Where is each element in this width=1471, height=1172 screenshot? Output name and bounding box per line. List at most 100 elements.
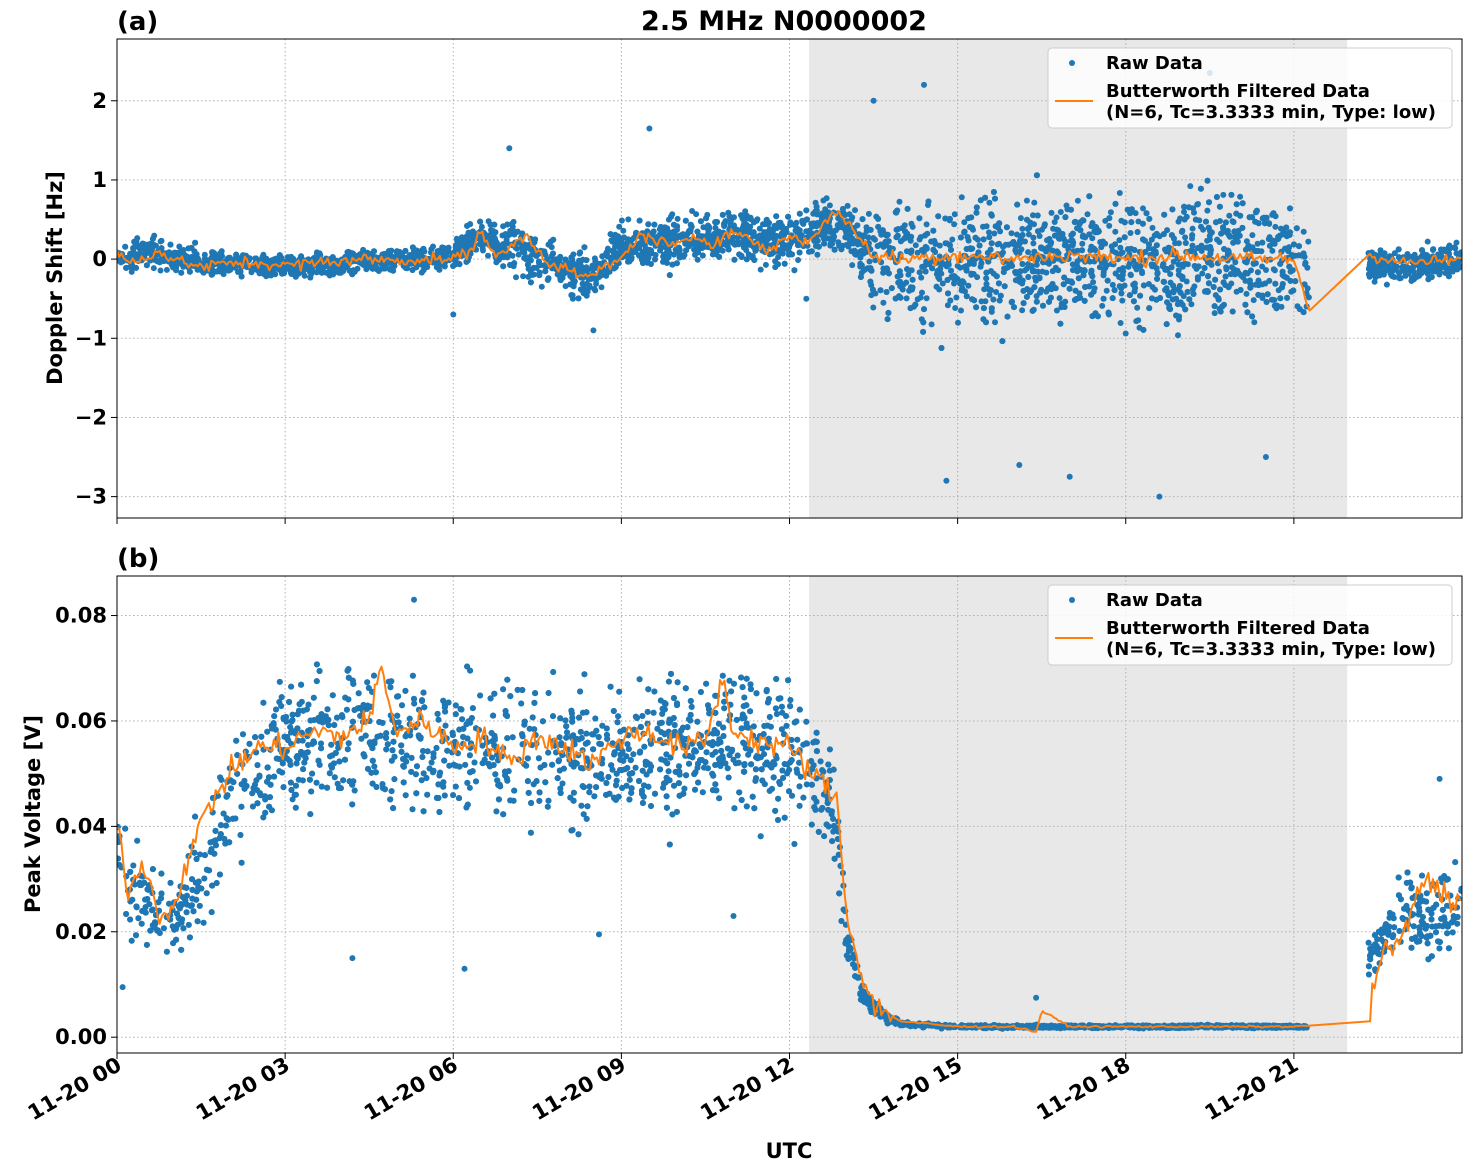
raw-data-point [1271,302,1278,309]
raw-data-point [907,305,914,312]
raw-data-point [1077,219,1084,226]
raw-data-point [1269,247,1276,254]
raw-data-point [1120,268,1127,275]
figure-title: 2.5 MHz N0000002 [641,6,927,37]
raw-data-point [545,241,552,248]
raw-data-point [1001,265,1008,272]
raw-data-point [1074,197,1081,204]
raw-data-point [1104,277,1111,284]
raw-data-point [1069,279,1076,286]
raw-data-point [458,238,465,245]
raw-data-point [1022,238,1028,245]
raw-data-point [902,228,908,235]
raw-data-point [1131,280,1138,287]
raw-data-point [450,311,457,318]
raw-data-point [992,195,998,202]
raw-data-point [699,252,706,259]
raw-data-point [839,206,846,212]
raw-data-point [1173,312,1180,319]
raw-data-point [942,215,949,222]
raw-data-point [1251,319,1258,326]
raw-data-point [1272,223,1279,230]
raw-data-point [506,145,513,152]
raw-data-point [532,236,539,243]
raw-data-point [1068,206,1074,213]
raw-data-point [138,245,145,251]
raw-data-point [1243,259,1250,266]
raw-data-point [329,254,336,261]
raw-data-point [524,261,531,268]
raw-data-point [712,224,719,231]
raw-data-point [1153,230,1160,237]
raw-data-point [1100,238,1106,245]
raw-data-point [1036,233,1043,239]
raw-data-point [639,256,645,263]
raw-data-point [773,213,780,220]
raw-data-point [951,211,958,218]
raw-data-point [307,274,314,281]
raw-data-point [306,268,313,275]
raw-data-point [651,221,658,228]
raw-data-point [500,263,507,270]
raw-data-point [1428,274,1435,280]
raw-data-point [806,227,813,234]
raw-data-point [1066,285,1073,292]
raw-data-point [133,264,139,271]
raw-data-point [1372,272,1379,279]
raw-data-point [1031,199,1038,206]
raw-data-point [288,253,295,260]
raw-data-point [1025,274,1032,280]
raw-data-point [930,227,937,234]
raw-data-point [686,240,693,247]
raw-data-point [857,263,864,270]
raw-data-point [834,222,841,229]
raw-data-point [1300,228,1307,235]
raw-data-point [988,240,995,247]
raw-data-point [1204,177,1211,184]
raw-data-point [1116,237,1123,244]
raw-data-point [1053,214,1060,221]
raw-data-point [1117,244,1124,251]
raw-data-point [489,240,496,247]
raw-data-point [751,257,758,263]
raw-data-point [1401,264,1408,270]
raw-data-point [900,281,907,288]
raw-data-point [1418,264,1425,271]
raw-data-point [1227,233,1233,240]
raw-data-point [527,279,534,286]
raw-data-point [716,253,723,260]
raw-data-point [1217,308,1224,315]
raw-data-point [785,213,792,220]
raw-data-point [1192,216,1199,223]
raw-data-point [575,295,582,302]
raw-data-point [845,224,852,231]
raw-data-point [1092,224,1099,231]
raw-data-point [1170,282,1177,289]
raw-data-point [1082,284,1089,290]
raw-data-point [1024,216,1030,223]
raw-data-point [697,218,704,225]
raw-data-point [1395,246,1402,253]
raw-data-point [1048,239,1055,246]
raw-data-point [599,253,606,260]
raw-data-point [994,241,1001,248]
raw-data-point [598,271,604,278]
raw-data-point [1216,203,1223,210]
raw-data-point [1445,273,1452,280]
raw-data-point [195,257,202,264]
raw-data-point [921,81,927,88]
raw-data-point [609,248,616,255]
raw-data-point [1145,281,1152,287]
raw-data-point [1043,288,1050,295]
raw-data-point [854,222,861,229]
raw-data-point [1187,183,1194,190]
raw-data-point [955,319,961,326]
raw-data-point [1279,231,1286,238]
raw-data-point [946,242,953,249]
raw-data-point [562,283,569,290]
raw-data-point [788,239,795,245]
raw-data-point [133,255,140,262]
raw-data-point [217,250,224,257]
raw-data-point [1176,283,1183,289]
